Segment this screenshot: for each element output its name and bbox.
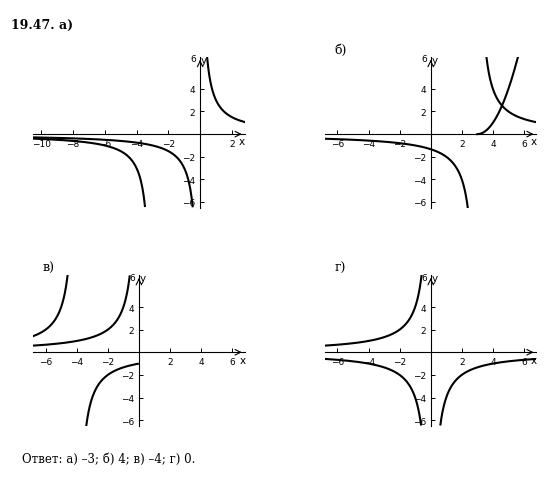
Text: y: y xyxy=(431,273,437,284)
Text: 6: 6 xyxy=(421,273,427,282)
Text: x: x xyxy=(531,355,537,365)
Text: в): в) xyxy=(43,261,55,274)
Text: г): г) xyxy=(335,261,346,274)
Text: y: y xyxy=(201,56,207,66)
Text: 6: 6 xyxy=(129,273,135,282)
Text: x: x xyxy=(239,137,246,147)
Text: б): б) xyxy=(335,44,347,57)
Text: y: y xyxy=(140,273,146,284)
Text: Ответ: а) –3; б) 4; в) –4; г) 0.: Ответ: а) –3; б) 4; в) –4; г) 0. xyxy=(22,452,196,465)
Text: x: x xyxy=(239,355,246,365)
Text: y: y xyxy=(431,56,437,66)
Text: 6: 6 xyxy=(190,55,196,64)
Text: 19.47. а): 19.47. а) xyxy=(11,19,73,32)
Text: 6: 6 xyxy=(421,55,427,64)
Text: x: x xyxy=(531,137,537,147)
